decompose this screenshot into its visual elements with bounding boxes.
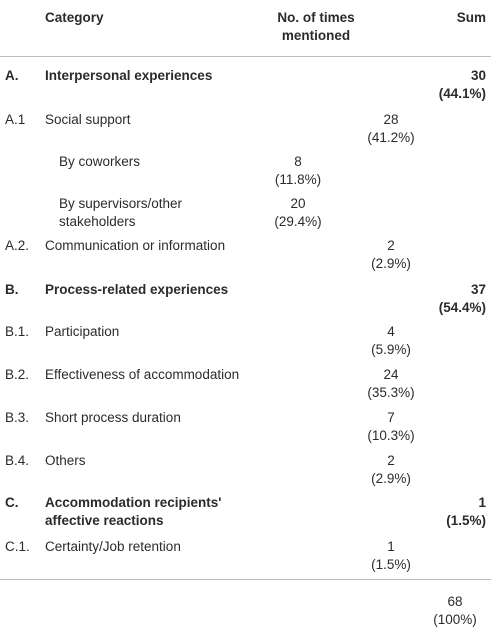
count-pct: (2.9%) xyxy=(371,471,411,486)
count-pct: (1.5%) xyxy=(371,557,411,572)
header-category: Category xyxy=(45,10,104,25)
row-code: B.2. xyxy=(5,367,30,382)
row-code: C.1. xyxy=(5,539,30,554)
count-value: 4 xyxy=(387,324,395,339)
count-value: 1 xyxy=(387,539,395,554)
count-value: 24 xyxy=(383,367,399,382)
sum-count: 37 xyxy=(470,282,486,297)
count-value: 7 xyxy=(387,410,395,425)
row-label: Participation xyxy=(45,324,120,339)
row-label: Communication or information xyxy=(45,238,226,253)
count-value: 2 xyxy=(387,238,395,253)
row-code: C. xyxy=(5,495,19,510)
header-divider xyxy=(0,56,491,57)
row-code: A.2. xyxy=(5,238,30,253)
total-count: 68 xyxy=(447,594,463,609)
row-label: Accommodation recipients' xyxy=(45,495,222,510)
row-code: A. xyxy=(5,68,19,83)
row-code: B.3. xyxy=(5,410,30,425)
count-pct: (2.9%) xyxy=(371,256,411,271)
count-pct: (29.4%) xyxy=(274,214,322,229)
count-pct: (41.2%) xyxy=(367,130,415,145)
header-mentioned-line2: mentioned xyxy=(281,28,351,43)
count-pct: (11.8%) xyxy=(274,172,322,187)
count-value: 28 xyxy=(383,112,399,127)
header-mentioned-line1: No. of times xyxy=(277,10,355,25)
count-pct: (35.3%) xyxy=(367,385,415,400)
row-label: affective reactions xyxy=(45,513,164,528)
count-pct: (5.9%) xyxy=(371,342,411,357)
row-label: stakeholders xyxy=(59,214,136,229)
count-value: 8 xyxy=(294,154,302,169)
row-label: Social support xyxy=(45,112,131,127)
header-sum: Sum xyxy=(456,10,486,25)
total-divider xyxy=(0,579,491,580)
count-value: 20 xyxy=(290,196,306,211)
sum-pct: (44.1%) xyxy=(438,86,486,101)
count-pct: (10.3%) xyxy=(367,428,415,443)
total-pct: (100%) xyxy=(433,612,477,627)
row-code: B.1. xyxy=(5,324,30,339)
row-label: Process-related experiences xyxy=(45,282,229,297)
row-label: Short process duration xyxy=(45,410,181,425)
row-label: Others xyxy=(45,453,86,468)
count-value: 2 xyxy=(387,453,395,468)
row-code: B.4. xyxy=(5,453,30,468)
row-label: Effectiveness of accommodation xyxy=(45,367,240,382)
sum-count: 1 xyxy=(478,495,486,510)
row-label: By coworkers xyxy=(59,154,141,169)
sum-pct: (1.5%) xyxy=(446,513,486,528)
row-code: B. xyxy=(5,282,19,297)
sum-pct: (54.4%) xyxy=(438,300,486,315)
row-code: A.1 xyxy=(5,112,26,127)
row-label: Certainty/Job retention xyxy=(45,539,181,554)
row-label: Interpersonal experiences xyxy=(45,68,213,83)
row-label: By supervisors/other xyxy=(59,196,183,211)
sum-count: 30 xyxy=(470,68,486,83)
